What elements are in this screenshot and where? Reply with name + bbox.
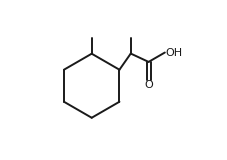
Text: OH: OH [165, 48, 183, 58]
Text: O: O [144, 80, 153, 90]
